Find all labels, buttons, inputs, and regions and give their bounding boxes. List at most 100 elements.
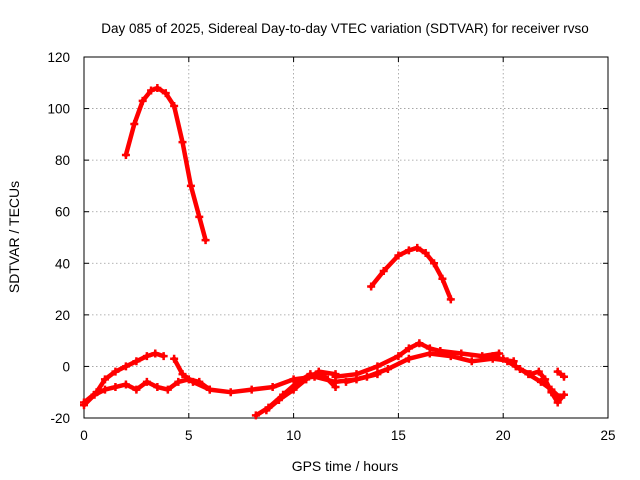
- data-point: [111, 367, 120, 376]
- data-point: [421, 248, 430, 257]
- y-tick-label: 80: [55, 153, 70, 168]
- data-point: [430, 259, 439, 268]
- data-point: [142, 377, 151, 386]
- data-point: [383, 365, 392, 374]
- data-point: [367, 282, 376, 291]
- data-point: [188, 377, 197, 386]
- data-point: [331, 372, 340, 381]
- data-point: [373, 362, 382, 371]
- y-tick-label: 100: [47, 102, 70, 117]
- data-point: [161, 89, 170, 98]
- series-arc-afternoon: [331, 339, 504, 381]
- data-point: [379, 267, 388, 276]
- data-point: [247, 385, 256, 394]
- data-point: [100, 375, 109, 384]
- series-line: [490, 353, 567, 405]
- y-tick-label: -20: [50, 411, 70, 426]
- y-tick-label: 0: [62, 359, 70, 374]
- tick-labels: 0 5 10 15 20 25 -20 0 20 40 60 80 100 120: [47, 50, 615, 443]
- x-tick-label: 10: [286, 428, 301, 443]
- data-point: [195, 212, 204, 221]
- data-point: [394, 352, 403, 361]
- data-point: [132, 385, 141, 394]
- x-axis-label: GPS time / hours: [292, 458, 399, 474]
- y-tick-label: 120: [47, 50, 70, 65]
- data-point: [274, 395, 283, 404]
- data-point: [186, 181, 195, 190]
- data-point: [362, 372, 371, 381]
- data-point: [251, 411, 260, 420]
- data-point: [404, 344, 413, 353]
- data-point: [536, 377, 545, 386]
- series-arc-mid-peak: [367, 243, 455, 304]
- data-point: [201, 236, 210, 245]
- data-point: [457, 349, 466, 358]
- data-point: [170, 101, 179, 110]
- data-point: [314, 367, 323, 376]
- data-point: [170, 354, 179, 363]
- data-point: [342, 377, 350, 386]
- data-point: [541, 375, 550, 384]
- gridlines: [84, 57, 608, 418]
- data-point: [80, 401, 88, 410]
- data-point: [415, 339, 424, 348]
- data-point: [121, 380, 130, 389]
- data-point: [438, 274, 447, 283]
- data-point: [151, 349, 160, 358]
- data-point: [394, 251, 403, 260]
- data-point: [268, 383, 277, 392]
- data-point: [121, 362, 130, 371]
- data-point: [446, 295, 455, 304]
- plot-frame: [83, 56, 609, 419]
- data-point: [130, 120, 139, 129]
- y-axis-label: SDTVAR / TECUs: [6, 181, 22, 293]
- data-point: [404, 354, 413, 363]
- series-arc-evening-2: [499, 354, 564, 402]
- data-point: [90, 390, 99, 399]
- data-point: [121, 150, 130, 159]
- data-point: [499, 354, 508, 363]
- data-point: [178, 138, 187, 147]
- series-group: [80, 83, 568, 420]
- data-point: [404, 246, 413, 255]
- data-point: [446, 352, 455, 361]
- data-point: [163, 385, 172, 394]
- x-tick-label: 15: [391, 428, 406, 443]
- data-point: [159, 352, 168, 361]
- x-tick-label: 0: [80, 428, 88, 443]
- data-point: [147, 86, 156, 95]
- data-point: [302, 375, 311, 384]
- data-point: [153, 383, 162, 392]
- data-point: [553, 367, 562, 376]
- data-point: [205, 385, 214, 394]
- data-point: [413, 243, 422, 252]
- data-point: [555, 393, 564, 402]
- data-point: [352, 370, 361, 379]
- data-point: [153, 83, 162, 92]
- data-point: [178, 370, 187, 379]
- y-tick-label: 40: [55, 256, 70, 271]
- x-tick-label: 25: [600, 428, 615, 443]
- y-tick-label: 20: [55, 308, 70, 323]
- data-point: [488, 352, 497, 361]
- data-point: [226, 388, 235, 397]
- data-point: [174, 377, 183, 386]
- data-point: [142, 352, 151, 361]
- data-point: [100, 385, 109, 394]
- data-point: [289, 375, 298, 384]
- data-point: [553, 398, 562, 407]
- series-line: [123, 85, 208, 243]
- series-line: [500, 356, 563, 400]
- data-point: [262, 406, 271, 415]
- y-tick-label: 60: [55, 205, 70, 220]
- x-tick-label: 5: [185, 428, 193, 443]
- data-point: [559, 372, 568, 381]
- data-point: [511, 362, 520, 371]
- chart-title: Day 085 of 2025, Sidereal Day-to-day VTE…: [101, 21, 588, 36]
- x-tick-label: 20: [496, 428, 511, 443]
- series-arc-dip-2: [262, 367, 340, 415]
- data-point: [467, 357, 476, 366]
- data-point: [331, 383, 340, 392]
- data-point: [425, 349, 434, 358]
